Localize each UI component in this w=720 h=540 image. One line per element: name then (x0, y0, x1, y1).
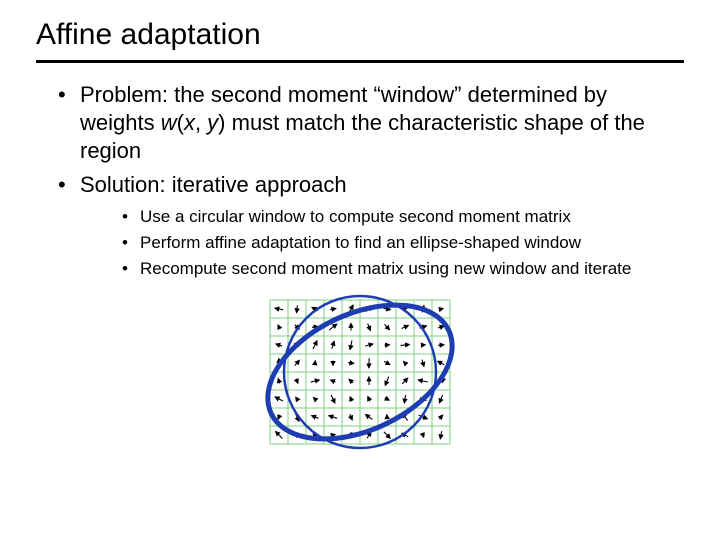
bullet-list-l1: Problem: the second moment “window” dete… (36, 81, 684, 280)
figure-container (36, 288, 684, 463)
bullet-l2-item: Recompute second moment matrix using new… (122, 258, 684, 281)
weight-w: w (161, 110, 177, 135)
weight-x: x (184, 110, 195, 135)
weight-y: y (207, 110, 218, 135)
bullet-l1-problem: Problem: the second moment “window” dete… (58, 81, 684, 165)
bullet-list-l2: Use a circular window to compute second … (80, 206, 684, 281)
bullet-text: Perform affine adaptation to find an ell… (140, 233, 581, 252)
slide-title: Affine adaptation (36, 18, 684, 54)
bullet-l1-solution: Solution: iterative approach Use a circu… (58, 171, 684, 280)
slide: Affine adaptation Problem: the second mo… (0, 0, 720, 540)
bullet-l2-item: Perform affine adaptation to find an ell… (122, 232, 684, 255)
bullet-l2-item: Use a circular window to compute second … (122, 206, 684, 229)
bullet-text: Solution: iterative approach (80, 172, 347, 197)
affine-adaptation-figure (250, 288, 470, 463)
close-paren: ) (218, 110, 225, 135)
bullet-text: Use a circular window to compute second … (140, 207, 571, 226)
comma: , (195, 110, 207, 135)
bullet-text: Recompute second moment matrix using new… (140, 259, 631, 278)
open-paren: ( (177, 110, 184, 135)
title-underline (36, 60, 684, 63)
